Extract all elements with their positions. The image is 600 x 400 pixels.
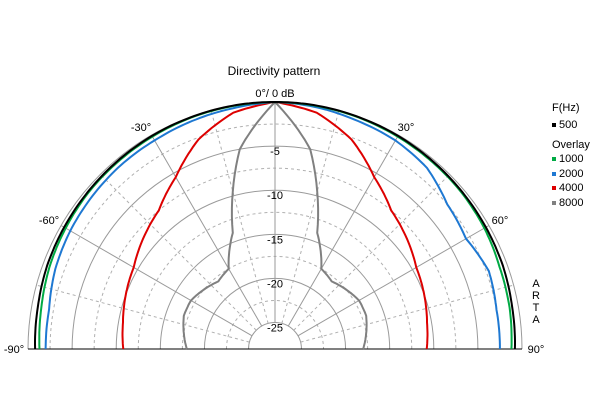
legend-swatch <box>552 201 556 205</box>
radial-tick-label: -5 <box>270 146 280 158</box>
angle-tick-label: 30° <box>398 122 415 134</box>
legend-header: F(Hz) <box>552 102 580 114</box>
grid-spoke <box>287 134 399 327</box>
legend-label: 2000 <box>559 168 583 180</box>
grid-spoke <box>36 284 250 343</box>
grid-ring-minor <box>49 123 501 350</box>
legend-swatch <box>552 157 556 161</box>
legend-label: 500 <box>559 119 577 131</box>
series-line-500 <box>34 101 516 350</box>
polar-grid <box>27 101 523 350</box>
grid-spoke <box>60 225 253 337</box>
legend-label: 1000 <box>559 153 583 165</box>
watermark-letter: A <box>532 278 540 290</box>
grid-spoke <box>281 110 340 324</box>
watermark-letter: T <box>533 302 540 314</box>
grid-spoke <box>297 225 490 337</box>
radial-tick-label: -10 <box>267 190 283 202</box>
radial-tick-label: -20 <box>267 278 283 290</box>
chart-title: Directivity pattern <box>228 64 321 78</box>
angle-tick-label: -30° <box>131 122 151 134</box>
legend: F(Hz) 500 1000 2000 4000 8000 Overlay <box>552 102 590 209</box>
grid-spoke <box>99 173 257 331</box>
angle-tick-label: -90° <box>4 344 24 356</box>
watermark-letter: A <box>532 314 540 326</box>
grid-ring-major <box>248 322 302 350</box>
legend-overlay-label: Overlay <box>552 139 590 151</box>
grid-spoke <box>293 173 451 331</box>
radial-tick-label: -15 <box>267 234 283 246</box>
legend-swatch <box>552 172 556 176</box>
radial-tick-labels: -5 -10 -15 -20 -25 <box>267 146 283 334</box>
legend-swatch <box>552 186 556 190</box>
radial-label-top: 0°/ 0 dB <box>255 88 294 100</box>
radial-tick-label: -25 <box>267 323 283 335</box>
legend-swatch <box>552 123 556 127</box>
series-layer <box>34 101 516 350</box>
legend-label: 4000 <box>559 182 583 194</box>
angle-tick-labels: -90° -60° -30° 30° 60° 90° <box>4 122 544 356</box>
angle-tick-label: -60° <box>39 215 59 227</box>
grid-spoke <box>210 110 269 324</box>
watermark-letter: R <box>532 290 540 302</box>
grid-spoke <box>300 284 514 343</box>
angle-tick-label: 90° <box>528 344 545 356</box>
grid-spoke <box>151 134 263 327</box>
legend-label: 8000 <box>559 197 583 209</box>
angle-tick-label: 60° <box>492 215 509 227</box>
